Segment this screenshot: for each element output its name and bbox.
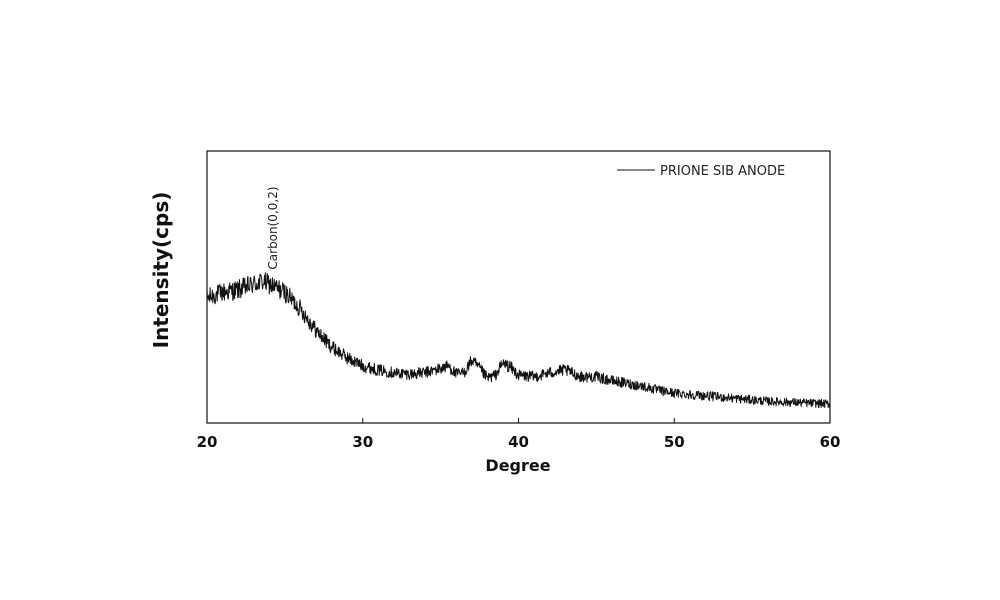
x-tick-label: 60 (820, 433, 841, 451)
peak-annotation: Carbon(0,0,2) (266, 186, 280, 269)
x-axis-title: Degree (485, 456, 550, 475)
annotations: Carbon(0,0,2) (266, 186, 280, 269)
legend-label: PRIONE SIB ANODE (660, 164, 785, 179)
x-ticks: 20 30 40 50 60 (197, 418, 841, 451)
series-line (206, 272, 831, 409)
x-tick-label: 20 (197, 433, 218, 451)
plot-frame (206, 150, 831, 424)
series-layer (206, 272, 831, 409)
y-axis-title: Intensity(cps) (149, 192, 173, 349)
plot-area: 20 30 40 50 60 (197, 150, 841, 451)
x-tick-label: 30 (352, 433, 373, 451)
x-tick-label: 50 (664, 433, 685, 451)
x-tick-label: 40 (508, 433, 529, 451)
legend: PRIONE SIB ANODE (617, 164, 785, 179)
